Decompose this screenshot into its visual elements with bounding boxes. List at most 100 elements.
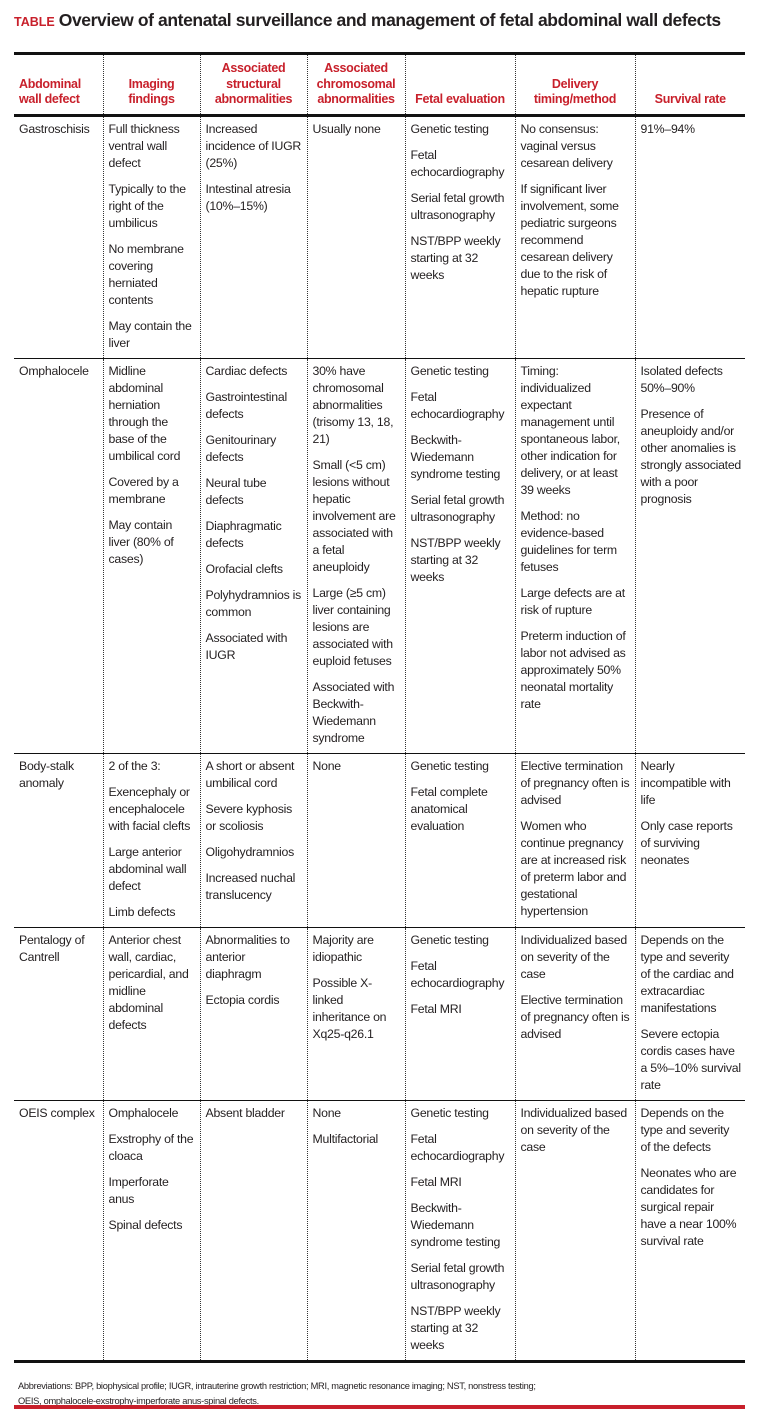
cell-paragraph: Isolated defects 50%–90% [640, 363, 723, 395]
cell-paragraph: Fetal echocardiography [410, 389, 505, 421]
table-title: TABLE Overview of antenatal surveillance … [14, 10, 744, 32]
column-header-chromosomal: Associated chromosomal abnormalities [306, 53, 405, 115]
cell-paragraph: NST/BPP weekly starting at 32 weeks [410, 233, 501, 282]
cell-paragraph: Fetal complete anatomical evaluation [410, 784, 488, 833]
table-title-text: Overview of antenatal surveillance and m… [58, 10, 721, 30]
footnote-line: Abbreviations: BPP, biophysical profile;… [18, 1381, 536, 1391]
cell-paragraph: None [312, 1105, 342, 1120]
cell-chromosomal: Majority are idiopathic Possible X-linked… [306, 927, 405, 1100]
cell-structural: Abnormalities to anterior diaphragm Ectop… [199, 927, 307, 1100]
cell-imaging: Omphalocele Exstrophy of the cloaca Imperf… [102, 1100, 200, 1361]
cell-structural: Absent bladder [199, 1100, 307, 1361]
cell-defect: Gastroschisis [19, 121, 90, 136]
table-row: Omphalocele Midline abdominal herniation … [14, 358, 745, 753]
cell-delivery: Individualized based on severity of the … [514, 1100, 635, 1361]
cell-paragraph: Severe kyphosis or scoliosis [205, 801, 293, 833]
cell-paragraph: Absent bladder [205, 1105, 285, 1120]
cell-paragraph: Serial fetal growth ultrasonography [410, 1260, 505, 1292]
cell-paragraph: Nearly incompatible with life [640, 758, 731, 807]
cell-paragraph: If significant liver involvement, some p… [520, 181, 620, 298]
cell-paragraph: Elective termination of pregnancy often … [520, 758, 630, 807]
cell-delivery: Timing: individualized expectant managem… [514, 358, 635, 753]
cell-chromosomal: Usually none [306, 115, 405, 358]
cell-paragraph: Depends on the type and severity of the … [640, 932, 735, 1015]
cell-paragraph: Genitourinary defects [205, 432, 277, 464]
cell-fetal-evaluation: Genetic testing Fetal echocardiography Fet… [404, 1100, 515, 1361]
cell-survival: Depends on the type and severity of the … [634, 927, 745, 1100]
column-header-survival: Survival rate [634, 53, 745, 115]
table-header-row: Abdominal wall defect Imaging findings A… [14, 53, 745, 115]
cell-paragraph: Serial fetal growth ultrasonography [410, 190, 505, 222]
cell-paragraph: Oligohydramnios [205, 844, 295, 859]
table-row: Pentalogy of Cantrell Anterior chest wall… [14, 927, 745, 1100]
cell-delivery: No consensus: vaginal versus cesarean de… [514, 115, 635, 358]
cell-paragraph: Women who continue pregnancy are at incr… [520, 818, 627, 918]
cell-paragraph: Fetal MRI [410, 1174, 462, 1189]
cell-paragraph: Fetal echocardiography [410, 958, 505, 990]
cell-defect: OEIS complex [19, 1105, 95, 1120]
cell-paragraph: Preterm induction of labor not advised a… [520, 628, 626, 711]
cell-fetal-evaluation: Genetic testing Fetal echocardiography Fet… [404, 927, 515, 1100]
cell-paragraph: Neonates who are candidates for surgical… [640, 1165, 737, 1248]
surveillance-table: Abdominal wall defect Imaging findings A… [14, 52, 745, 1363]
cell-paragraph: Usually none [312, 121, 381, 136]
cell-imaging: Full thickness ventral wall defect Typica… [102, 115, 200, 358]
cell-paragraph: Only case reports of surviving neonates [640, 818, 733, 867]
cell-paragraph: Covered by a membrane [108, 474, 179, 506]
cell-paragraph: Individualized based on severity of the … [520, 932, 628, 981]
cell-paragraph: Serial fetal growth ultrasonography [410, 492, 505, 524]
cell-paragraph: Fetal MRI [410, 1001, 462, 1016]
cell-paragraph: Depends on the type and severity of the … [640, 1105, 730, 1154]
cell-paragraph: Method: no evidence-based guidelines for… [520, 508, 618, 574]
table-row: OEIS complex Omphalocele Exstrophy of the … [14, 1100, 745, 1361]
cell-chromosomal: 30% have chromosomal abnormalities (tris… [306, 358, 405, 753]
cell-paragraph: No membrane covering herniated contents [108, 241, 184, 307]
cell-paragraph: 30% have chromosomal abnormalities (tris… [312, 363, 394, 446]
column-header-structural: Associated structural abnormalities [199, 53, 307, 115]
table-body: Gastroschisis Full thickness ventral wall… [14, 115, 745, 1361]
table-label: TABLE [14, 15, 55, 29]
cell-paragraph: Cardiac defects [205, 363, 288, 378]
cell-paragraph: Ectopia cordis [205, 992, 280, 1007]
column-header-imaging: Imaging findings [102, 53, 200, 115]
cell-paragraph: May contain liver (80% of cases) [108, 517, 174, 566]
cell-paragraph: Orofacial clefts [205, 561, 284, 576]
cell-paragraph: Fetal echocardiography [410, 1131, 505, 1163]
cell-fetal-evaluation: Genetic testing Fetal echocardiography Bec… [404, 358, 515, 753]
cell-paragraph: Exstrophy of the cloaca [108, 1131, 194, 1163]
cell-paragraph: Possible X-linked inheritance on Xq25-q2… [312, 975, 387, 1041]
cell-paragraph: Full thickness ventral wall defect [108, 121, 180, 170]
cell-structural: Increased incidence of IUGR (25%) Intesti… [199, 115, 307, 358]
table-row: Gastroschisis Full thickness ventral wall… [14, 115, 745, 358]
cell-paragraph: Individualized based on severity of the … [520, 1105, 628, 1154]
cell-paragraph: Typically to the right of the umbilicus [108, 181, 187, 230]
cell-paragraph: May contain the liver [108, 318, 192, 350]
cell-paragraph: Beckwith-Wiedemann syndrome testing [410, 1200, 501, 1249]
cell-paragraph: None [312, 758, 342, 773]
cell-delivery: Individualized based on severity of the … [514, 927, 635, 1100]
cell-paragraph: Majority are idiopathic [312, 932, 375, 964]
cell-paragraph: 91%–94% [640, 121, 696, 136]
cell-paragraph: Associated with IUGR [205, 630, 288, 662]
column-header-defect: Abdominal wall defect [19, 76, 81, 107]
cell-imaging: Anterior chest wall, cardiac, pericardia… [102, 927, 200, 1100]
cell-survival: 91%–94% [634, 115, 745, 358]
cell-paragraph: Severe ectopia cordis cases have a 5%–10… [640, 1026, 742, 1092]
cell-structural: Cardiac defects Gastrointestinal defects G… [199, 358, 307, 753]
table-row: Body-stalk anomaly 2 of the 3: Exencephaly… [14, 753, 745, 927]
footnote: Abbreviations: BPP, biophysical profile;… [18, 1379, 748, 1409]
cell-paragraph: NST/BPP weekly starting at 32 weeks [410, 535, 501, 584]
cell-paragraph: Abnormalities to anterior diaphragm [205, 932, 290, 981]
cell-paragraph: Large anterior abdominal wall defect [108, 844, 187, 893]
cell-paragraph: Omphalocele [108, 1105, 179, 1120]
cell-paragraph: Multifactorial [312, 1131, 379, 1146]
cell-paragraph: Large defects are at risk of rupture [520, 585, 626, 617]
cell-paragraph: Large (≥5 cm) liver containing lesions a… [312, 585, 394, 668]
cell-paragraph: Polyhydramnios is common [205, 587, 302, 619]
cell-fetal-evaluation: Genetic testing Fetal echocardiography Ser… [404, 115, 515, 358]
cell-paragraph: Genetic testing [410, 1105, 490, 1120]
cell-paragraph: Increased incidence of IUGR (25%) [205, 121, 302, 170]
cell-paragraph: NST/BPP weekly starting at 32 weeks [410, 1303, 501, 1352]
cell-delivery: Elective termination of pregnancy often … [514, 753, 635, 927]
cell-survival: Nearly incompatible with life Only case r… [634, 753, 745, 927]
